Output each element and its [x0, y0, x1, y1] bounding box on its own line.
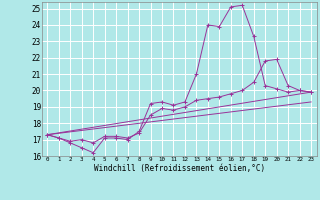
X-axis label: Windchill (Refroidissement éolien,°C): Windchill (Refroidissement éolien,°C)	[94, 164, 265, 173]
